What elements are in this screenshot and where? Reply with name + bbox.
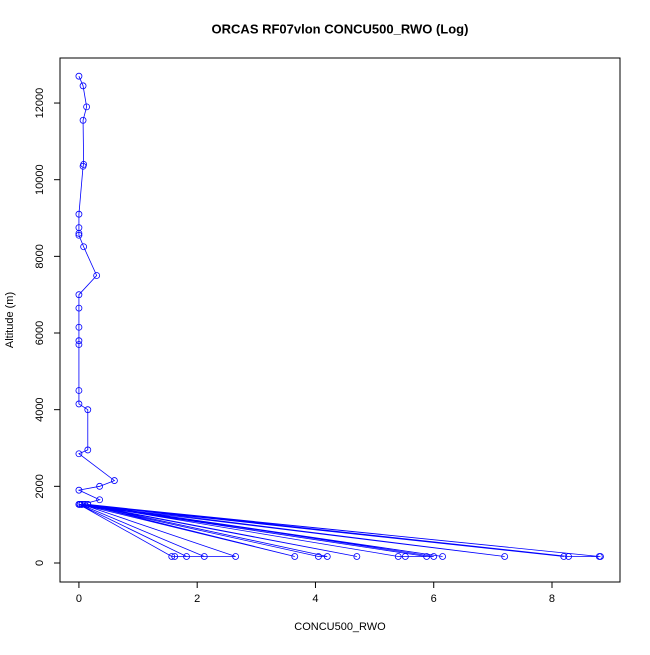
data-point	[75, 337, 83, 345]
data-point	[75, 229, 83, 237]
data-point	[75, 486, 83, 494]
x-tick-label: 2	[194, 593, 200, 605]
data-point	[315, 553, 322, 560]
x-tick-label: 4	[312, 593, 318, 605]
data-point	[423, 553, 431, 560]
x-tick-label: 0	[76, 593, 82, 605]
data-point	[394, 553, 402, 560]
data-point	[200, 553, 208, 560]
data-point	[501, 553, 509, 560]
data-point	[81, 500, 89, 508]
data-point	[96, 496, 104, 504]
data-point	[80, 243, 88, 251]
data-point	[93, 272, 101, 279]
y-tick-label: 0	[34, 560, 46, 566]
data-point	[75, 450, 83, 458]
data-point	[75, 72, 83, 80]
data-line	[77, 76, 601, 557]
data-point	[75, 210, 83, 218]
data-point	[168, 553, 176, 560]
data-point	[84, 500, 92, 508]
data-point	[232, 553, 240, 560]
data-point	[597, 553, 604, 560]
data-point	[75, 231, 83, 239]
data-point	[430, 553, 438, 560]
data-point	[111, 477, 118, 484]
data-point	[75, 400, 83, 408]
data-point	[79, 116, 87, 124]
plot-box	[59, 57, 621, 583]
data-point	[291, 553, 299, 560]
data-point	[79, 82, 87, 90]
data-point	[353, 553, 361, 560]
data-point	[323, 553, 331, 560]
y-tick-label: 10000	[34, 164, 46, 195]
data-point	[79, 162, 87, 170]
data-point	[439, 553, 446, 560]
data-point	[84, 406, 92, 414]
data-point	[96, 482, 104, 490]
data-point	[75, 341, 83, 348]
data-point	[183, 553, 190, 560]
chart-title: ORCAS RF07vlon CONCU500_RWO (Log)	[212, 21, 469, 36]
y-tick-label: 12000	[34, 88, 46, 119]
data-point	[75, 304, 83, 312]
y-tick-label: 4000	[34, 397, 46, 421]
data-point	[75, 323, 83, 331]
x-tick-label: 6	[431, 593, 437, 605]
x-axis-label: CONCU500_RWO	[294, 621, 386, 633]
x-tick-label: 8	[549, 593, 555, 605]
y-tick-label: 8000	[34, 244, 46, 268]
data-point	[75, 291, 83, 299]
data-point	[84, 446, 92, 454]
data-point	[83, 103, 91, 111]
data-point	[75, 387, 83, 394]
data-point	[565, 553, 572, 560]
data-point	[401, 553, 409, 560]
y-axis-label: Altitude (m)	[4, 292, 16, 348]
y-tick-label: 2000	[34, 474, 46, 498]
data-point	[171, 553, 179, 560]
y-tick-label: 6000	[34, 321, 46, 345]
data-point	[560, 553, 568, 560]
